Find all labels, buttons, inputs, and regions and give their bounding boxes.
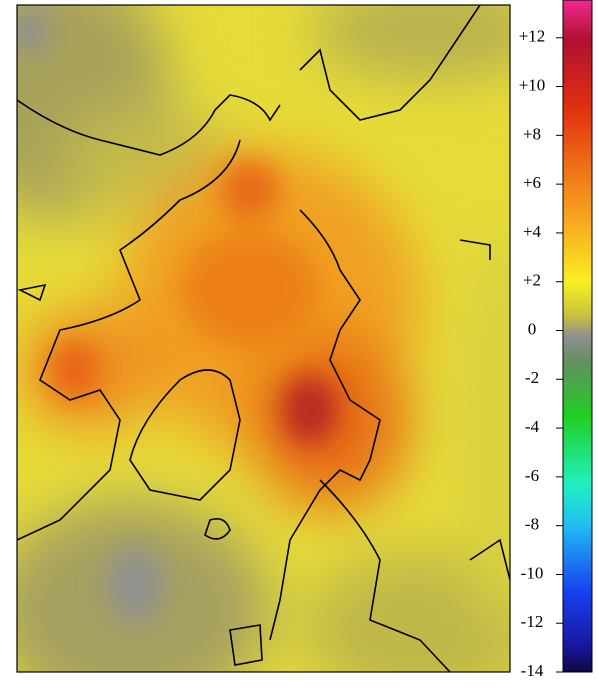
- colorbar-tick-label: -4: [525, 417, 540, 436]
- colorbar-tick-label: +10: [519, 75, 546, 94]
- colorbar-tick-label: -6: [525, 466, 539, 485]
- colorbar-tick-label: +4: [523, 222, 542, 241]
- coastlines: [17, 5, 510, 672]
- colorbar-tick-label: -14: [521, 661, 544, 680]
- colorbar-tick-label: +2: [523, 271, 541, 290]
- colorbar-tick-label: 0: [528, 319, 537, 338]
- colorbar-tick-label: -2: [525, 368, 539, 387]
- colorbar-tick-label: -10: [521, 563, 544, 582]
- colorbar-tick-label: -12: [521, 612, 544, 631]
- colorbar-tick-label: +8: [523, 124, 541, 143]
- map: [17, 5, 510, 672]
- colorbar-tick-label: +6: [523, 173, 541, 192]
- colorbar-tick-label: +12: [519, 27, 546, 46]
- colorbar-tick-label: -8: [525, 515, 539, 534]
- colorbar: [562, 0, 593, 673]
- map-frame: [16, 4, 511, 673]
